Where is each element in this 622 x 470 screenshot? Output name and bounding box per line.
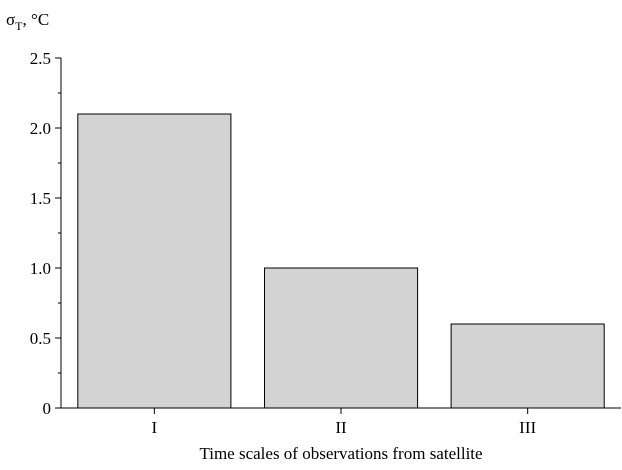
y-axis-label: σT, °C [6,10,49,33]
y-axis-subscript: T [15,19,23,33]
bar-II [264,267,419,409]
x-axis-label: Time scales of observations from satelli… [199,444,482,463]
bars [77,113,605,409]
axes [55,57,621,414]
y-tick-label: 2.0 [30,119,51,138]
bar-I [77,113,232,409]
bar-III [450,323,605,409]
x-tick-label: I [151,418,157,437]
y-tick-label: 0 [43,399,52,418]
y-axis-symbol: σ [6,10,15,29]
y-tick-label: 0.5 [30,329,51,348]
y-axis-unit: , °C [23,10,50,29]
x-tick-label: III [519,418,536,437]
y-tick-label: 1.0 [30,259,51,278]
x-tick-label: II [335,418,347,437]
y-tick-label: 2.5 [30,49,51,68]
y-tick-label: 1.5 [30,189,51,208]
